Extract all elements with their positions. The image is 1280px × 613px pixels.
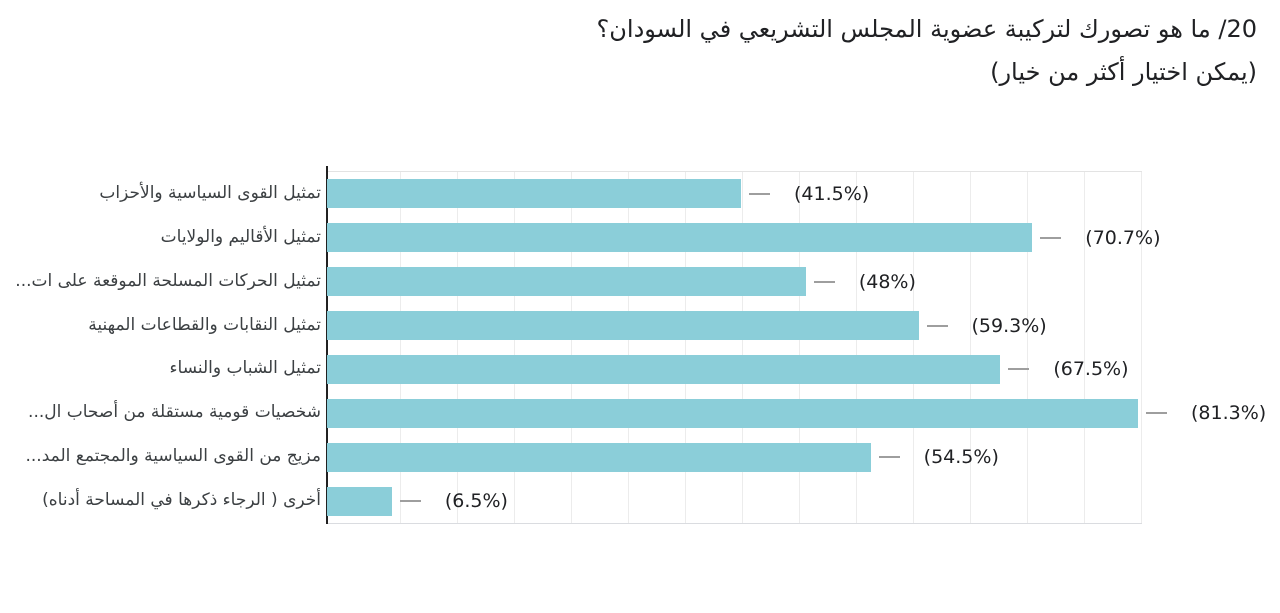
category-label: تمثيل النقابات والقطاعات المهنية — [88, 314, 321, 335]
bar-row: (41.5%) — [327, 172, 1142, 216]
y-axis-line — [326, 166, 328, 524]
bar-chart-plot-area: (41.5%) (70.7%) (48%) (59.3%) (67.5%) (81.3%)… — [326, 166, 1266, 524]
bar-row: (54.5%) — [327, 435, 1142, 479]
category-label: أخرى ( الرجاء ذكرها في المساحة أدناه) — [42, 490, 321, 511]
bar-row: (81.3%) — [327, 391, 1266, 435]
bar-row: (70.7%) — [327, 216, 1160, 260]
bar-rows: (41.5%) (70.7%) (48%) (59.3%) (67.5%) (81.3%)… — [327, 172, 1266, 523]
whisker-line — [1146, 412, 1167, 415]
bar-row: (59.3%) — [327, 304, 1142, 348]
value-label: (70.7%) — [1085, 226, 1161, 249]
value-label: (67.5%) — [1053, 358, 1129, 381]
category-label: تمثيل الشباب والنساء — [169, 358, 321, 379]
bar — [327, 311, 919, 341]
bar-row: (67.5%) — [327, 348, 1142, 392]
bar — [327, 442, 871, 472]
bar — [327, 267, 806, 297]
category-label: تمثيل الأقاليم والولايات — [160, 226, 321, 247]
value-label: (59.3%) — [971, 314, 1047, 337]
whisker-line — [1040, 236, 1062, 239]
value-label: (6.5%) — [444, 490, 508, 513]
whisker-line — [1008, 368, 1030, 371]
whisker-line — [878, 456, 900, 459]
question-title-block: 20/ ما هو تصورك لتركيبة عضوية المجلس الت… — [597, 6, 1257, 92]
bar-row: (6.5%) — [327, 479, 1142, 523]
bar — [327, 398, 1138, 428]
bar — [327, 179, 742, 209]
category-labels-column: تمثيل القوى السياسية والأحزاب تمثيل الأقا… — [0, 171, 321, 522]
bar — [327, 486, 392, 516]
bar-row: (48%) — [327, 260, 1142, 304]
whisker-line — [749, 192, 771, 195]
whisker-line — [926, 324, 948, 327]
category-label: تمثيل الحركات المسلحة الموقعة على ات... — [15, 270, 321, 291]
whisker-line — [399, 500, 421, 503]
whisker-line — [813, 280, 835, 283]
question-title: 20/ ما هو تصورك لتركيبة عضوية المجلس الت… — [596, 15, 1257, 43]
category-label: شخصيات قومية مستقلة من أصحاب ال... — [28, 402, 321, 423]
category-label: مزيج من القوى السياسية والمجتمع المد... — [25, 446, 322, 467]
value-label: (48%) — [858, 270, 916, 293]
category-label: تمثيل القوى السياسية والأحزاب — [99, 182, 321, 203]
bar — [327, 354, 1001, 384]
value-label: (41.5%) — [794, 182, 870, 205]
value-label: (81.3%) — [1191, 402, 1267, 425]
question-subtitle: (يمكن اختيار أكثر من خيار) — [990, 58, 1257, 86]
bar — [327, 223, 1033, 253]
value-label: (54.5%) — [923, 446, 999, 469]
